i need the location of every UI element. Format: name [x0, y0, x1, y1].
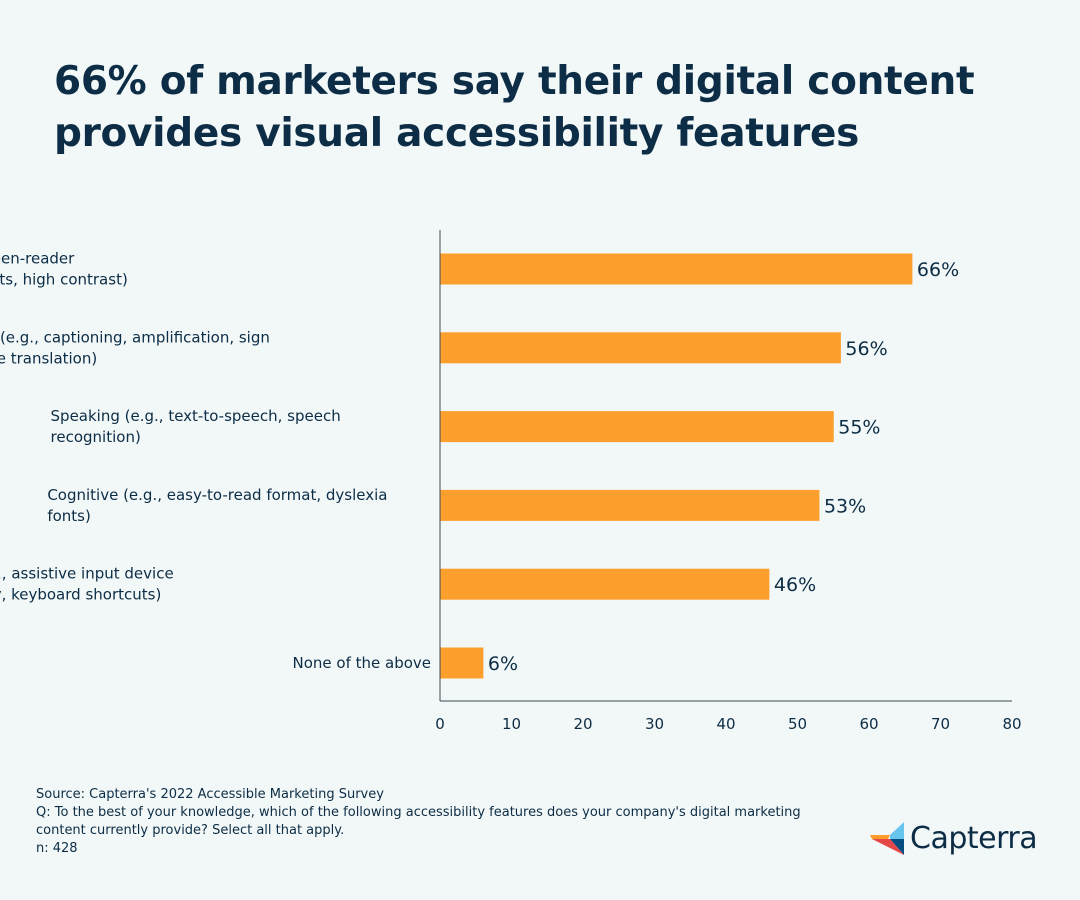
category-label: None of the above: [292, 654, 431, 672]
bar-value-label: 6%: [488, 653, 518, 675]
category-label: Cognitive (e.g., easy-to-read format, dy…: [47, 486, 387, 525]
x-tick-label: 20: [573, 715, 592, 733]
category-label-line: compatibility, keyboard shortcuts): [0, 586, 161, 604]
capterra-logo: Capterra: [870, 818, 1038, 858]
bar: [440, 332, 841, 364]
category-label: Speaking (e.g., text-to-speech, speech re…: [51, 407, 341, 446]
source-note: Source: Capterra's 2022 Accessible Marke…: [36, 787, 384, 802]
category-label: Visual (e.g., enlargement, screen-reader…: [0, 250, 128, 289]
category-label-line: Cognitive (e.g., easy-to-read format, dy…: [47, 486, 387, 504]
chart-title: 66% of marketers say their digital conte…: [54, 59, 975, 156]
category-label: Hearing (e.g., captioning, amplification…: [0, 328, 270, 367]
bar-value-label: 53%: [824, 495, 866, 517]
category-label: Mobility (e.g., assistive input device co…: [0, 565, 174, 604]
logo-shard-red: [872, 839, 904, 855]
x-tick-label: 0: [435, 715, 445, 733]
bar-chart: 0 10 20 30 40 50 60 70 80 66% Visual (e.g., enlarg…: [0, 230, 1022, 733]
capterra-logo-text: Capterra: [910, 820, 1038, 856]
bar-value-label: 66%: [917, 259, 959, 281]
category-label-line: Hearing (e.g., captioning, amplification…: [0, 328, 270, 346]
category-label-line: language translation): [0, 349, 97, 367]
bar: [440, 568, 770, 600]
category-label-line: recognition): [51, 428, 141, 446]
question-line-1: Q: To the best of your knowledge, which …: [36, 805, 801, 820]
x-tick-label: 60: [859, 715, 878, 733]
x-tick-label: 30: [645, 715, 664, 733]
x-tick-label: 50: [788, 715, 807, 733]
x-tick-label: 40: [716, 715, 735, 733]
logo-shard-orange: [870, 835, 890, 839]
question-line-2: content currently provide? Select all th…: [36, 823, 345, 838]
category-label-line: compatibility, color adjustments, high c…: [0, 271, 128, 289]
x-tick-label: 80: [1002, 715, 1021, 733]
category-label-line: None of the above: [292, 654, 431, 672]
bar: [440, 253, 913, 285]
logo-shard-blue: [890, 822, 904, 839]
capterra-logo-icon: [870, 822, 904, 855]
bar-value-label: 56%: [845, 338, 887, 360]
chart-footer: Source: Capterra's 2022 Accessible Marke…: [36, 786, 836, 858]
bar: [440, 647, 484, 679]
category-label-line: Speaking (e.g., text-to-speech, speech: [51, 407, 341, 425]
category-label-line: Visual (e.g., enlargement, screen-reader: [0, 250, 75, 268]
bar-value-label: 46%: [774, 574, 816, 596]
x-tick-label: 10: [502, 715, 521, 733]
category-label-line: Mobility (e.g., assistive input device: [0, 565, 174, 583]
sample-size: n: 428: [36, 841, 78, 856]
category-label-line: fonts): [47, 507, 91, 525]
bar: [440, 489, 820, 521]
bar-value-label: 55%: [838, 417, 880, 439]
x-tick-label: 70: [931, 715, 950, 733]
bar: [440, 411, 834, 443]
